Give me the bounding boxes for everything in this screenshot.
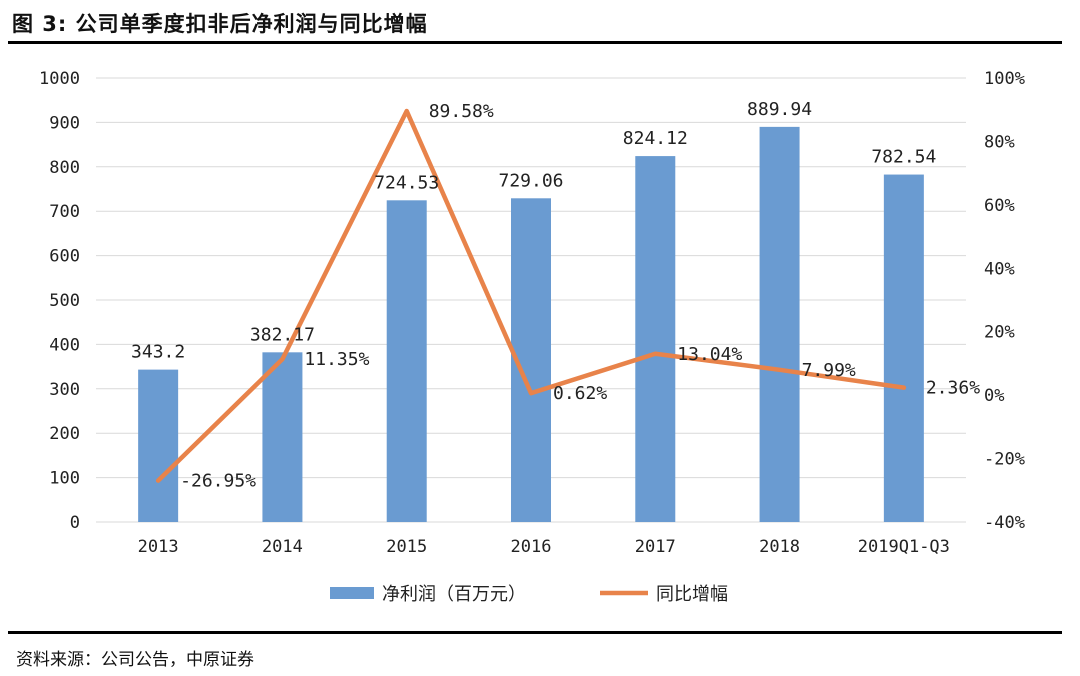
source-note: 资料来源：公司公告，中原证券 (16, 650, 254, 670)
line-data-labels: -26.95% 11.35% 89.58% 0.62% 13.04% 7.99% 2.36% (180, 101, 980, 492)
right-tick-label: 100% (984, 69, 1025, 89)
line-label-2018: 7.99% (802, 360, 856, 381)
right-axis-ticks: -40% -20% 0% 20% 40% 60% 80% 100% (984, 69, 1025, 533)
x-tick-label: 2016 (511, 537, 552, 557)
legend: 净利润（百万元） 同比增幅 (330, 584, 728, 605)
right-tick-label: 0% (984, 386, 1004, 406)
bar-label-2013: 343.2 (131, 342, 185, 363)
right-tick-label: 20% (984, 323, 1015, 343)
x-tick-label: 2017 (635, 537, 676, 557)
line-label-2015: 89.58% (429, 101, 494, 122)
left-tick-label: 800 (49, 158, 80, 178)
left-tick-label: 500 (49, 291, 80, 311)
left-tick-label: 100 (49, 469, 80, 489)
x-tick-label: 2019Q1-Q3 (858, 537, 950, 557)
left-axis-ticks: 0 100 200 300 400 500 600 700 800 900 1000 (39, 69, 80, 533)
left-tick-label: 900 (49, 113, 80, 133)
right-tick-label: 40% (984, 259, 1015, 279)
bottom-rule (8, 631, 1062, 634)
bar-label-2014: 382.17 (250, 324, 315, 345)
line-label-2017: 13.04% (677, 344, 742, 365)
gridlines (96, 77, 966, 523)
right-tick-label: -20% (984, 450, 1025, 470)
right-tick-label: 80% (984, 132, 1015, 152)
left-tick-label: 600 (49, 247, 80, 267)
legend-bar-label: 净利润（百万元） (382, 584, 526, 605)
bar-2015 (386, 200, 427, 522)
left-tick-label: 400 (49, 335, 80, 355)
bar-2019Q1-Q3 (883, 174, 924, 522)
bar-2017 (635, 156, 676, 523)
bar-2013 (138, 369, 179, 522)
bar-label-2017: 824.12 (623, 128, 688, 149)
legend-line-label: 同比增幅 (656, 584, 728, 605)
x-tick-label: 2014 (262, 537, 303, 557)
left-tick-label: 0 (70, 513, 80, 533)
x-axis-ticks: 2013 2014 2015 2016 2017 2018 2019Q1-Q3 (138, 537, 950, 557)
line-label-2013: -26.95% (180, 471, 256, 492)
left-tick-label: 1000 (39, 69, 80, 89)
left-tick-label: 300 (49, 380, 80, 400)
line-series (155, 108, 907, 483)
bar-label-2016: 729.06 (498, 170, 563, 191)
bar-data-labels: 343.2 382.17 724.53 729.06 824.12 889.94 782.5… (131, 99, 936, 363)
right-tick-label: -40% (984, 513, 1025, 533)
bar-series (138, 126, 924, 523)
x-tick-label: 2013 (138, 537, 179, 557)
x-tick-label: 2018 (759, 537, 800, 557)
line-label-2019Q1-Q3: 2.36% (926, 378, 980, 399)
bar-2018 (759, 126, 800, 522)
legend-bar-swatch (330, 587, 374, 599)
bar-label-2019Q1-Q3: 782.54 (871, 147, 936, 168)
figure-title: 图 3: 公司单季度扣非后净利润与同比增幅 (12, 12, 428, 36)
bar-label-2015: 724.53 (374, 172, 439, 193)
line-label-2014: 11.35% (304, 349, 369, 370)
bar-label-2018: 889.94 (747, 99, 812, 120)
bar-2014 (262, 352, 303, 522)
top-rule (8, 41, 1062, 44)
x-tick-label: 2015 (386, 537, 427, 557)
left-tick-label: 700 (49, 202, 80, 222)
line-label-2016: 0.62% (553, 383, 607, 404)
right-tick-label: 60% (984, 196, 1015, 216)
left-tick-label: 200 (49, 424, 80, 444)
